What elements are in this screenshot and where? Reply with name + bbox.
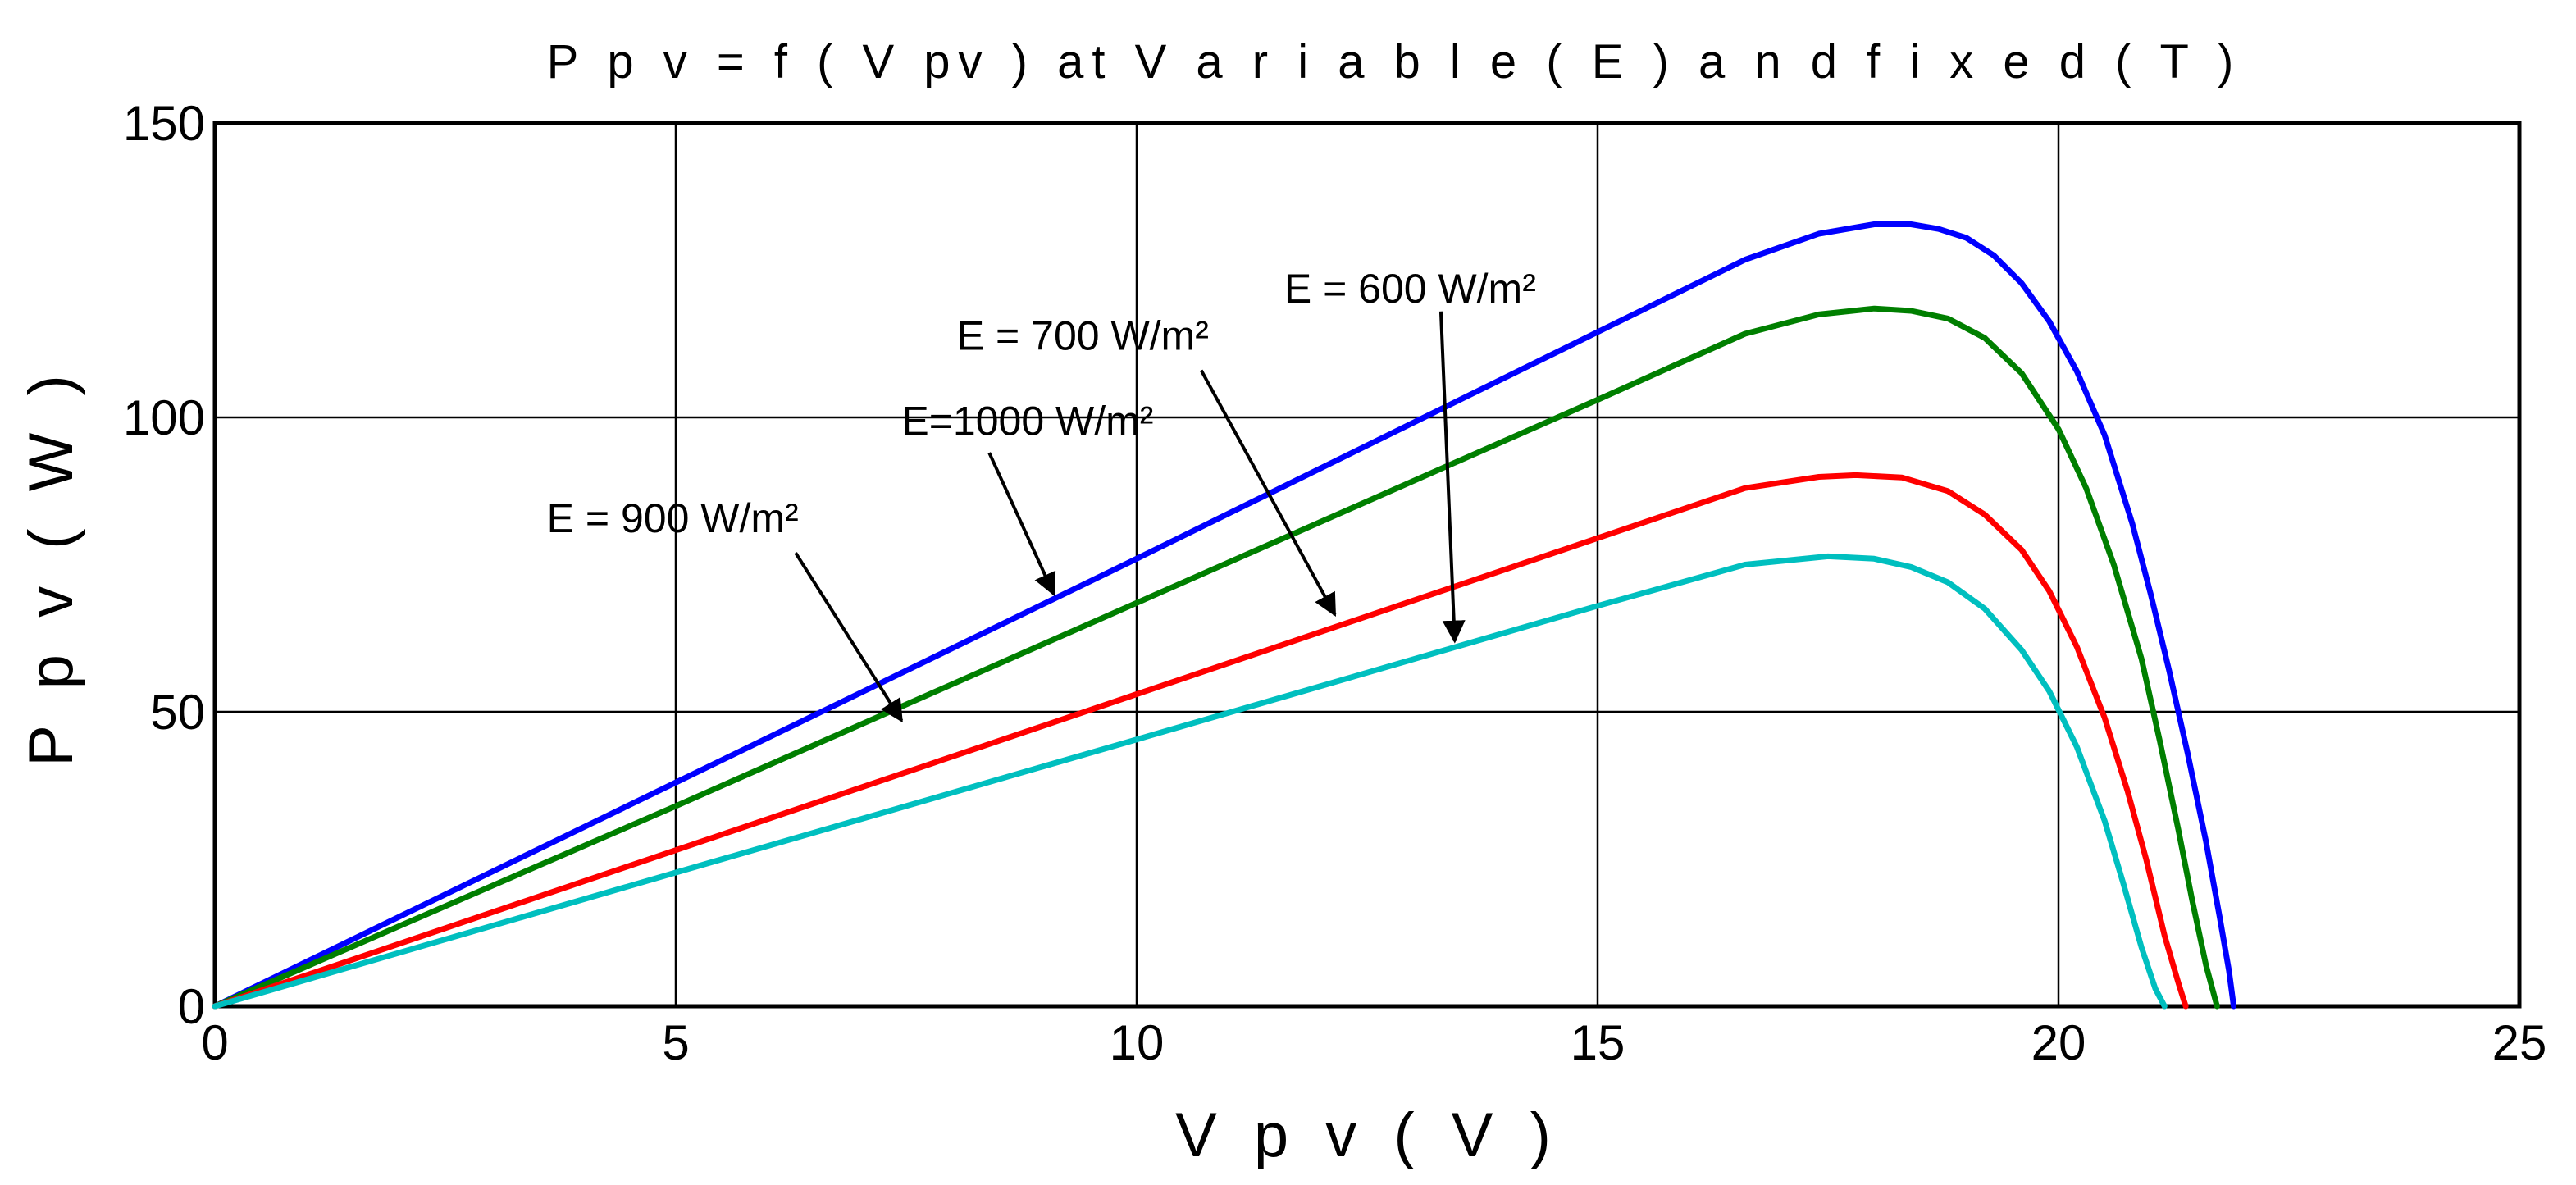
annotation-arrow [1438,311,1466,644]
y-tick-label: 100 [123,390,205,445]
annotation-label: E=1000 W/m² [901,399,1153,444]
y-tick-label: 150 [123,96,205,151]
x-tick-label: 10 [1110,1015,1165,1070]
x-tick-label: 5 [662,1015,689,1070]
x-axis-label: V p v ( V ) [1175,1101,1561,1170]
x-tick-label: 25 [2492,1015,2547,1070]
y-tick-label: 50 [150,685,205,740]
annotation-arrow [1199,369,1337,617]
axis-ticks: 0 5 10 15 20 25 0 50 100 150 [123,96,2546,1070]
annotation-label: E = 700 W/m² [957,312,1209,358]
annotation-label: E = 900 W/m² [547,495,799,541]
x-tick-label: 20 [2031,1015,2086,1070]
chart-title: P p v = f ( V pv ) at V a r i a b l e ( … [547,35,2242,89]
series-line: E = 600 W/m² [212,553,2168,1010]
plot-frame [212,121,2522,1009]
grid [215,123,2519,1006]
y-axis-label: P p v ( W ) [16,365,86,767]
annotation-arrow [794,552,904,723]
series-line: E = 900 W/m² [212,305,2220,1010]
series-line: E = 700 W/m² [212,472,2189,1010]
y-tick-label: 0 [178,979,205,1034]
annotation-label: E = 600 W/m² [1284,266,1536,312]
annotation-arrow [987,452,1056,596]
annotations: E=1000 W/m² E = 900 W/m² E = 700 W/m² E = 6… [547,266,1536,723]
x-tick-label: 15 [1571,1015,1625,1070]
series-group: E=1000 W/m²E = 900 W/m²E = 700 W/m²E = 6… [212,221,2237,1010]
x-tick-label: 0 [201,1015,228,1070]
series-line: E=1000 W/m² [212,221,2237,1010]
